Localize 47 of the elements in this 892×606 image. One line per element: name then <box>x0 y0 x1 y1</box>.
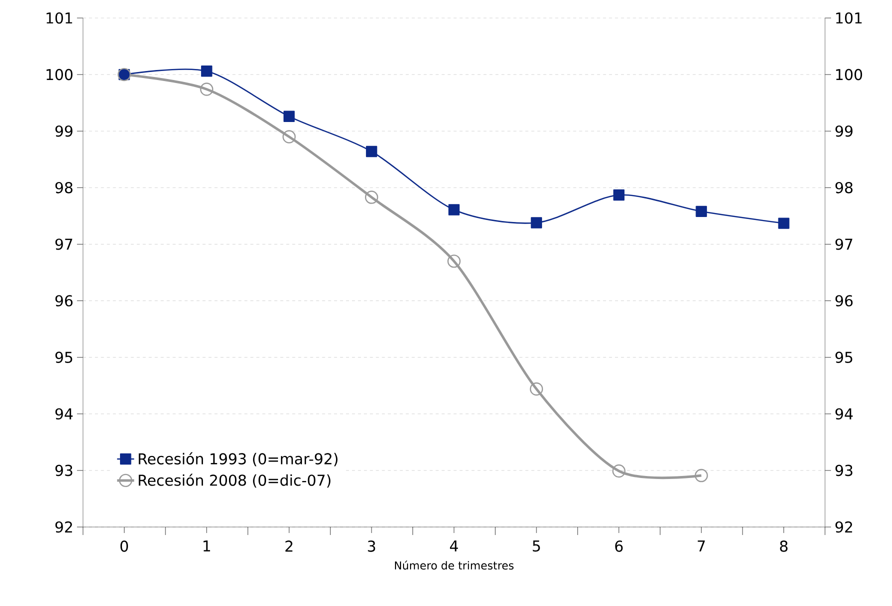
point <box>282 130 296 144</box>
legend-label: Recesión 2008 (0=dic-07) <box>138 474 330 488</box>
point <box>694 468 708 482</box>
y-tick-label: 96 <box>55 295 73 306</box>
y2-tick-label: 97 <box>835 238 852 250</box>
y2-tick-label: 100 <box>836 68 862 80</box>
y-tick-label: 94 <box>55 408 73 420</box>
point <box>201 66 212 77</box>
y-tick-label: 101 <box>46 12 72 24</box>
point <box>613 189 624 201</box>
y2-tick-label: 96 <box>835 295 853 306</box>
y2-tick-label: 95 <box>835 352 852 363</box>
point <box>778 218 790 229</box>
point <box>447 254 461 268</box>
y-tick-label: 98 <box>55 182 72 194</box>
y2-tick-label: 94 <box>835 408 853 420</box>
y-tick-label: 97 <box>55 238 72 250</box>
y2-tick-label: 101 <box>836 12 862 24</box>
x-axis-title: Número de trimestres <box>394 560 514 570</box>
y2-tick-label: 92 <box>835 521 852 533</box>
point <box>612 464 626 478</box>
x-tick-label: 1 <box>204 540 210 552</box>
point <box>364 190 378 204</box>
y-tick-label: 100 <box>46 68 72 80</box>
x-tick-label: 2 <box>285 540 292 552</box>
x-tick-label: 3 <box>368 540 376 552</box>
y-tick-label: 92 <box>55 521 72 533</box>
x-tick-label: 4 <box>450 540 458 552</box>
y-tick-label: 95 <box>55 352 72 363</box>
y2-tick-label: 99 <box>835 125 852 137</box>
x-tick-label: 5 <box>532 540 540 552</box>
point <box>448 204 460 216</box>
point <box>530 217 542 228</box>
point <box>366 146 378 158</box>
point <box>284 110 295 122</box>
x-tick-label: 7 <box>698 540 705 552</box>
x-tick-label: 8 <box>780 540 788 552</box>
point <box>696 206 707 218</box>
x-tick-label: 0 <box>120 540 128 552</box>
y2-tick-label: 93 <box>835 464 852 476</box>
y-tick-label: 93 <box>55 464 72 476</box>
point <box>200 82 214 96</box>
legend-label: Recesión 1993 (0=mar-92) <box>138 452 338 466</box>
y2-tick-label: 98 <box>835 182 853 194</box>
point <box>530 382 544 396</box>
y-tick-label: 99 <box>55 125 72 137</box>
x-tick-label: 6 <box>615 540 623 552</box>
